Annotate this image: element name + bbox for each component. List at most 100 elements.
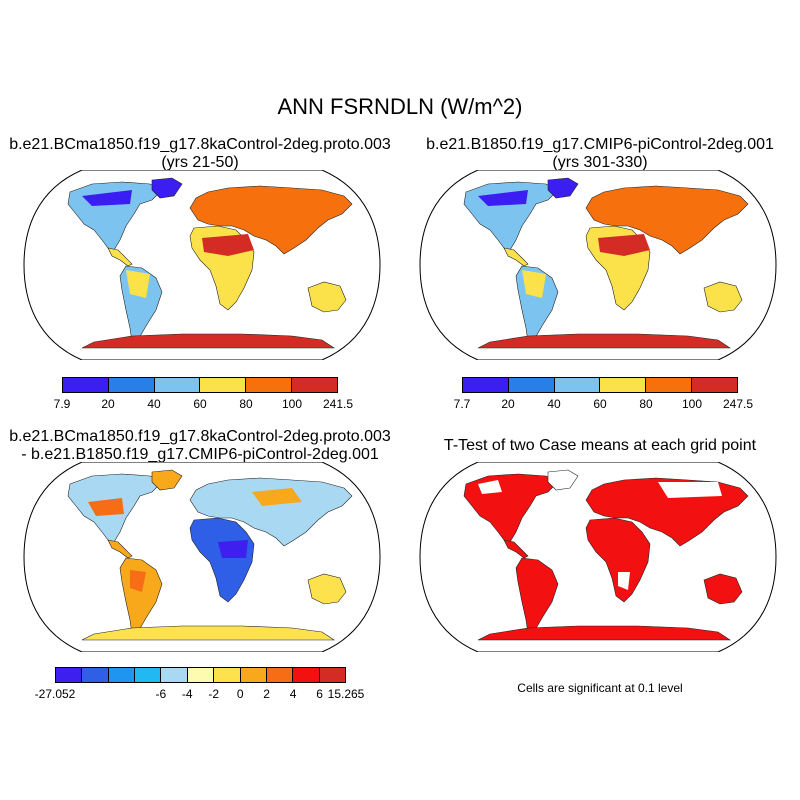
colorbar-tick-label: 2 [263, 687, 270, 701]
colorbar-swatches [462, 377, 738, 393]
colorbar-swatch [108, 668, 136, 682]
field-patch [618, 572, 630, 590]
colorbar-tick-label: 40 [547, 397, 561, 411]
land-layer [463, 177, 749, 349]
significance-note: Cells are significant at 0.1 level [517, 681, 683, 695]
colorbar-swatch [56, 668, 83, 682]
control-map [419, 170, 777, 360]
field-patch [478, 480, 502, 494]
colorbar-swatch [646, 378, 693, 392]
landmass-ca [503, 539, 529, 559]
field-patch [658, 482, 722, 498]
colorbar-tick-label: -27.052 [34, 687, 76, 701]
colorbar-tick-label: 7.7 [453, 397, 471, 411]
colorbar-swatch [266, 668, 294, 682]
colorbar-tick-label: -6 [155, 687, 167, 701]
colorbar-tick-label: 20 [501, 397, 515, 411]
field-patch [630, 208, 694, 226]
colorbar-swatch [187, 668, 215, 682]
colorbar-tick-label: 80 [639, 397, 653, 411]
colorbar-tick-label: 60 [593, 397, 607, 411]
colorbar-tick-label: 0 [236, 687, 244, 701]
colorbar-swatches [55, 667, 346, 683]
landmass-af [189, 517, 255, 603]
colorbar-swatch [214, 668, 241, 682]
colorbar-tick-label: 60 [193, 397, 207, 411]
land-layer [463, 469, 749, 641]
field-patch [130, 570, 146, 592]
colorbar-swatch [161, 668, 188, 682]
ttest-panel-title: T-Test of two Case means at each grid po… [443, 437, 757, 454]
landmass-gr [547, 177, 579, 199]
colorbar-tick-label: 40 [147, 397, 161, 411]
field-patch [88, 498, 124, 516]
land-layer [67, 469, 353, 641]
colorbar-swatch [63, 378, 109, 392]
colorbar-tick-label: 6 [316, 687, 323, 701]
case-colorbar: 7.9 20 40 60 80 100 241.5 [54, 377, 353, 417]
colorbar-tick-label: 80 [239, 397, 253, 411]
field-patch [598, 234, 650, 256]
ttest-map [419, 462, 777, 652]
case-panel-title: b.e21.BCma1850.f19_g17.8kaControl-2deg.p… [9, 136, 391, 153]
landmass-af [585, 517, 651, 603]
colorbar-swatch [508, 378, 555, 392]
field-patch [234, 208, 298, 226]
landmass-au [307, 573, 347, 605]
colorbar-tick-label: 4 [289, 687, 297, 701]
figure-title: ANN FSRNDLN (W/m^2) [277, 94, 523, 119]
colorbar-swatch [200, 378, 247, 392]
field-patch [218, 540, 248, 558]
field-patch [522, 270, 546, 298]
colorbar-tick-label: -4 [181, 687, 193, 701]
colorbar-swatch [292, 378, 337, 392]
landmass-ant [81, 333, 335, 349]
colorbar-tick-label: 247.5 [722, 397, 754, 411]
colorbar-swatch [319, 668, 345, 682]
colorbar-swatch [600, 378, 647, 392]
landmass-au [703, 573, 743, 605]
land-layer [67, 177, 353, 349]
difference-colorbar: -27.052 -6 -4 -2 0 2 4 6 15.265 [35, 667, 364, 707]
colorbar-swatch [246, 378, 293, 392]
landmass-gr [151, 469, 183, 491]
field-patch [478, 190, 528, 206]
colorbar-tick-label: 100 [681, 397, 703, 411]
colorbar-tick-label: 241.5 [322, 397, 354, 411]
difference-panel-subtitle: - b.e21.B1850.f19_g17.CMIP6-piControl-2d… [21, 446, 379, 463]
colorbar-tick-label: 20 [101, 397, 115, 411]
colorbar-swatch [293, 668, 320, 682]
landmass-ant [477, 625, 731, 641]
colorbar-swatch [240, 668, 267, 682]
case-map [23, 170, 381, 360]
control-panel-title: b.e21.B1850.f19_g17.CMIP6-piControl-2deg… [426, 136, 774, 153]
landmass-au [307, 281, 347, 313]
control-colorbar: 7.7 20 40 60 80 100 247.5 [454, 377, 753, 417]
colorbar-swatch [554, 378, 601, 392]
colorbar-swatch [154, 378, 201, 392]
colorbar-swatch [82, 668, 109, 682]
field-patch [82, 190, 132, 206]
colorbar-tick-label: 100 [281, 397, 303, 411]
landmass-ca [107, 539, 133, 559]
colorbar-swatch [692, 378, 737, 392]
colorbar-swatches [62, 377, 338, 393]
colorbar-tick-label: 15.265 [327, 687, 365, 701]
landmass-eu [189, 477, 353, 547]
landmass-ant [477, 333, 731, 349]
case-panel-years: (yrs 21-50) [161, 154, 239, 171]
colorbar-swatch [135, 668, 162, 682]
landmass-ca [107, 247, 133, 267]
difference-panel-title: b.e21.BCma1850.f19_g17.8kaControl-2deg.p… [9, 428, 391, 445]
colorbar-swatch [108, 378, 155, 392]
colorbar-tick-label: -2 [208, 687, 220, 701]
landmass-ca [503, 247, 529, 267]
difference-map [23, 462, 381, 652]
landmass-gr [547, 469, 579, 491]
colorbar-swatch [463, 378, 509, 392]
control-panel-years: (yrs 301-330) [552, 154, 648, 171]
field-patch [126, 270, 150, 298]
field-patch [252, 488, 302, 506]
colorbar-tick-label: 7.9 [53, 397, 71, 411]
field-patch [202, 234, 254, 256]
